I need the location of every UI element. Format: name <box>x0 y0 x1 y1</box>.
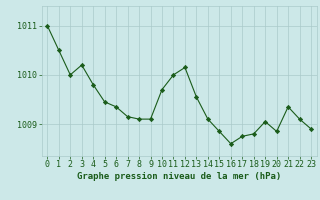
X-axis label: Graphe pression niveau de la mer (hPa): Graphe pression niveau de la mer (hPa) <box>77 172 281 181</box>
